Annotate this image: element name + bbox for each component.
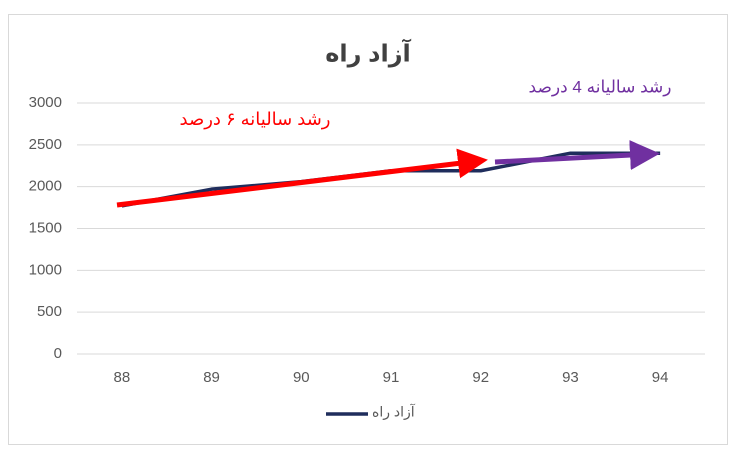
y-tick-label: 1000	[29, 261, 62, 278]
plot-area: 0 500 1000 1500 2000 2500 3000 88 89 90 91 92 93 94 آز…	[29, 94, 705, 421]
chart-title: آزاد راه	[325, 38, 411, 67]
x-tick-label: 91	[383, 369, 400, 386]
x-tick-label: 88	[114, 369, 131, 386]
y-tick-label: 500	[37, 303, 62, 320]
y-tick-label: 1500	[29, 219, 62, 236]
annotation: رشد سالیانه 4 درصد	[529, 77, 672, 96]
annotation-arrow	[494, 140, 660, 171]
legend-label: آزاد راه	[372, 404, 416, 421]
chart-border	[8, 14, 728, 445]
annotation-arrow	[116, 148, 488, 208]
x-tick-label: 94	[652, 369, 669, 386]
x-tick-label: 89	[203, 369, 220, 386]
annotation: رشد سالیانه ۶ درصد	[180, 109, 331, 129]
y-tick-label: 2000	[29, 178, 62, 195]
x-tick-label: 90	[293, 369, 310, 386]
y-tick-label: 0	[54, 345, 62, 362]
x-tick-label: 93	[562, 369, 579, 386]
y-tick-label: 3000	[29, 94, 62, 111]
x-tick-label: 92	[472, 369, 489, 386]
y-tick-label: 2500	[29, 136, 62, 153]
